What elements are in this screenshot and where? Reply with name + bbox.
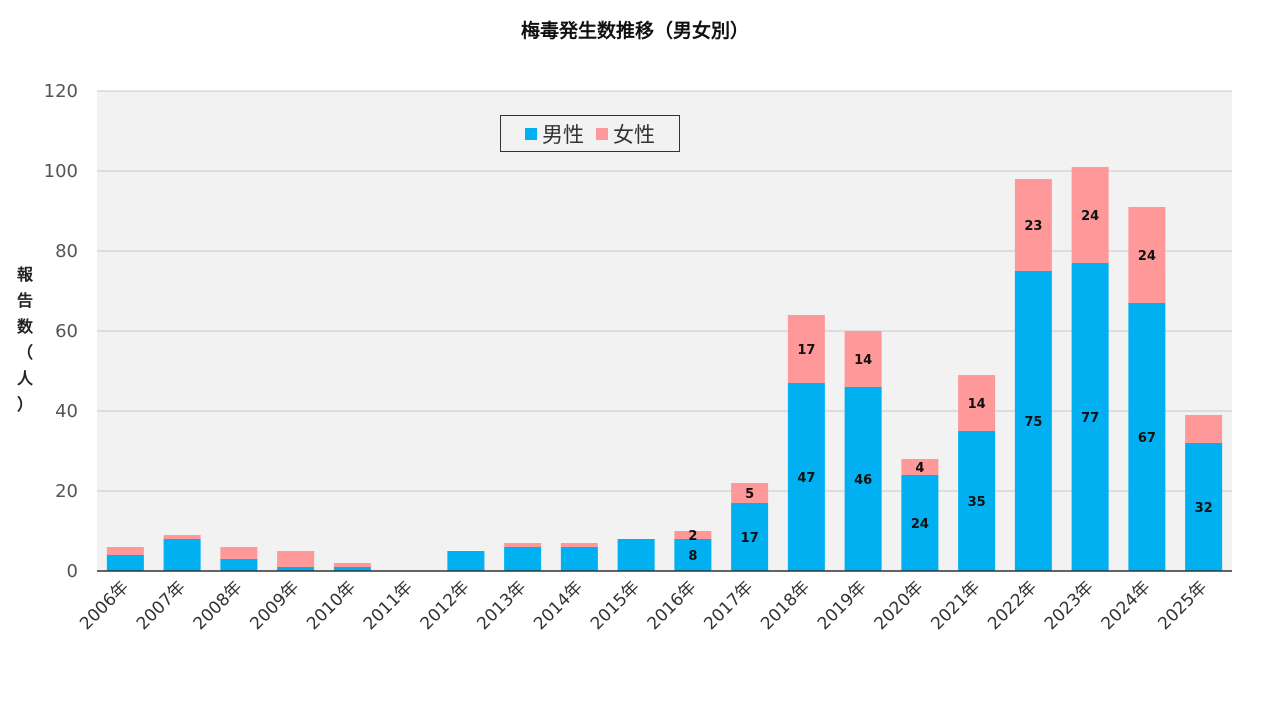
bar-female	[333, 563, 371, 567]
bar-male	[163, 539, 201, 571]
y-tick-label: 0	[67, 561, 78, 582]
bar-male	[447, 551, 485, 571]
data-label: 32	[1195, 501, 1213, 516]
x-tick-labels: 2006年 2007年 2008年 2009年 2010年 2011年 2012年 2013年…	[76, 577, 1211, 634]
bar-female	[277, 551, 315, 567]
y-tick-label: 60	[55, 321, 78, 342]
bar-male	[220, 559, 258, 571]
x-tick-label: 2016年	[644, 577, 701, 634]
x-tick-label: 2006年	[76, 577, 133, 634]
x-tick-label: 2007年	[133, 577, 190, 634]
data-label: 75	[1024, 415, 1042, 430]
bar-male	[277, 567, 315, 571]
x-tick-label: 2017年	[700, 577, 757, 634]
bar-female	[163, 535, 201, 539]
x-tick-label: 2008年	[190, 577, 247, 634]
chart-title: 梅毒発生数推移（男女別）	[520, 20, 749, 42]
bar-male	[1014, 271, 1052, 571]
y-tick-label: 40	[55, 401, 78, 422]
legend-item-male: 男性	[525, 119, 584, 149]
x-tick-label: 2019年	[814, 577, 871, 634]
x-tick-label: 2012年	[417, 577, 474, 634]
bar-male	[1071, 263, 1109, 571]
data-label: 4	[915, 461, 924, 476]
data-label: 5	[745, 487, 754, 502]
x-tick-label: 2020年	[871, 577, 928, 634]
bars	[106, 167, 1223, 571]
data-label: 24	[1081, 209, 1099, 224]
bar-female	[674, 531, 712, 539]
x-tick-label: 2015年	[587, 577, 644, 634]
legend-swatch-female	[596, 127, 608, 140]
data-label: 8	[688, 549, 697, 564]
y-tick-labels: 0 20 40 60 80 100 120	[44, 81, 78, 582]
x-tick-label: 2022年	[984, 577, 1041, 634]
bar-male	[787, 383, 825, 571]
bar-female	[106, 547, 144, 555]
data-label: 14	[968, 397, 986, 412]
bar-female	[560, 543, 598, 547]
bar-male	[958, 431, 996, 571]
y-tick-label: 80	[55, 241, 78, 262]
y-tick-label: 20	[55, 481, 78, 502]
data-label: 77	[1081, 411, 1099, 426]
data-label: 17	[797, 343, 815, 358]
x-tick-label: 2013年	[473, 577, 530, 634]
x-tick-label: 2023年	[1041, 577, 1098, 634]
data-label: 24	[1138, 249, 1156, 264]
bar-male	[1185, 443, 1223, 571]
data-label: 24	[911, 517, 929, 532]
bar-male	[333, 567, 371, 571]
bar-female	[1128, 207, 1166, 303]
x-tick-label: 2018年	[757, 577, 814, 634]
bar-male	[560, 547, 598, 571]
legend: 男性 女性	[500, 115, 680, 152]
x-tick-label: 2021年	[927, 577, 984, 634]
data-label: 14	[854, 353, 872, 368]
legend-swatch-male	[525, 127, 537, 140]
bar-male	[844, 387, 882, 571]
data-label: 47	[797, 471, 815, 486]
x-tick-label: 2014年	[530, 577, 587, 634]
bar-female	[1071, 167, 1109, 263]
bar-female	[1185, 415, 1223, 443]
y-tick-label: 100	[44, 161, 78, 182]
data-label: 67	[1138, 431, 1156, 446]
y-axis-label: 報告数（人）	[16, 265, 33, 414]
bar-female	[504, 543, 542, 547]
legend-label-male: 男性	[542, 122, 584, 147]
bar-female	[787, 315, 825, 383]
legend-item-female: 女性	[596, 119, 655, 149]
data-labels: 8 2 17 5 47 17 46 14 24 4 35 14 75 23 77 24 67 24 32	[688, 209, 1212, 564]
bar-male	[1128, 303, 1166, 571]
data-label: 2	[688, 529, 697, 544]
bar-male	[674, 539, 712, 571]
bar-female	[901, 459, 939, 475]
bar-male	[731, 503, 769, 571]
bar-female	[220, 547, 258, 559]
x-tick-label: 2010年	[303, 577, 360, 634]
bar-male	[106, 555, 144, 571]
x-tick-label: 2009年	[246, 577, 303, 634]
x-tick-label: 2024年	[1098, 577, 1155, 634]
bar-male	[901, 475, 939, 571]
data-label: 35	[968, 495, 986, 510]
x-tick-label: 2011年	[360, 577, 417, 634]
bar-female	[731, 483, 769, 503]
bar-male	[504, 547, 542, 571]
legend-label-female: 女性	[613, 122, 655, 147]
bar-female	[1014, 179, 1052, 271]
x-tick-label: 2025年	[1154, 577, 1211, 634]
bar-male	[617, 539, 655, 571]
data-label: 23	[1024, 219, 1042, 234]
data-label: 46	[854, 473, 872, 488]
bar-female	[958, 375, 996, 431]
bar-female	[844, 331, 882, 387]
y-tick-label: 120	[44, 81, 78, 102]
data-label: 17	[741, 531, 759, 546]
